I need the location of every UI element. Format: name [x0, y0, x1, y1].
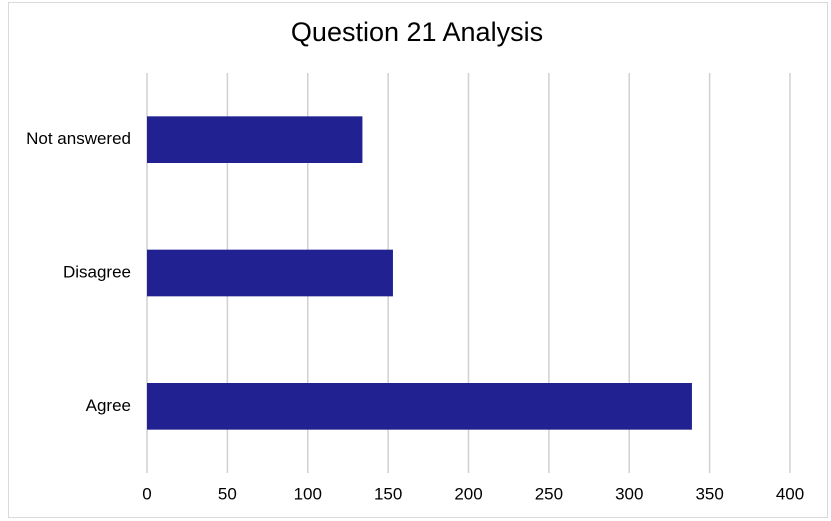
y-tick-label: Not answered	[26, 129, 131, 148]
x-tick-label: 100	[294, 484, 322, 503]
x-tick-label: 50	[218, 484, 237, 503]
bar	[147, 249, 393, 297]
y-tick-label: Disagree	[63, 262, 131, 281]
bar	[147, 116, 363, 163]
chart-title: Question 21 Analysis	[291, 17, 543, 47]
chart-border	[8, 2, 828, 518]
bar	[147, 383, 692, 430]
x-tick-label: 400	[776, 484, 804, 503]
x-tick-label: 200	[454, 484, 482, 503]
x-tick-label: 300	[615, 484, 643, 503]
x-tick-label: 150	[374, 484, 402, 503]
x-tick-label: 250	[535, 484, 563, 503]
x-tick-label: 350	[695, 484, 723, 503]
x-tick-label: 0	[142, 484, 151, 503]
y-tick-label: Agree	[86, 396, 131, 415]
